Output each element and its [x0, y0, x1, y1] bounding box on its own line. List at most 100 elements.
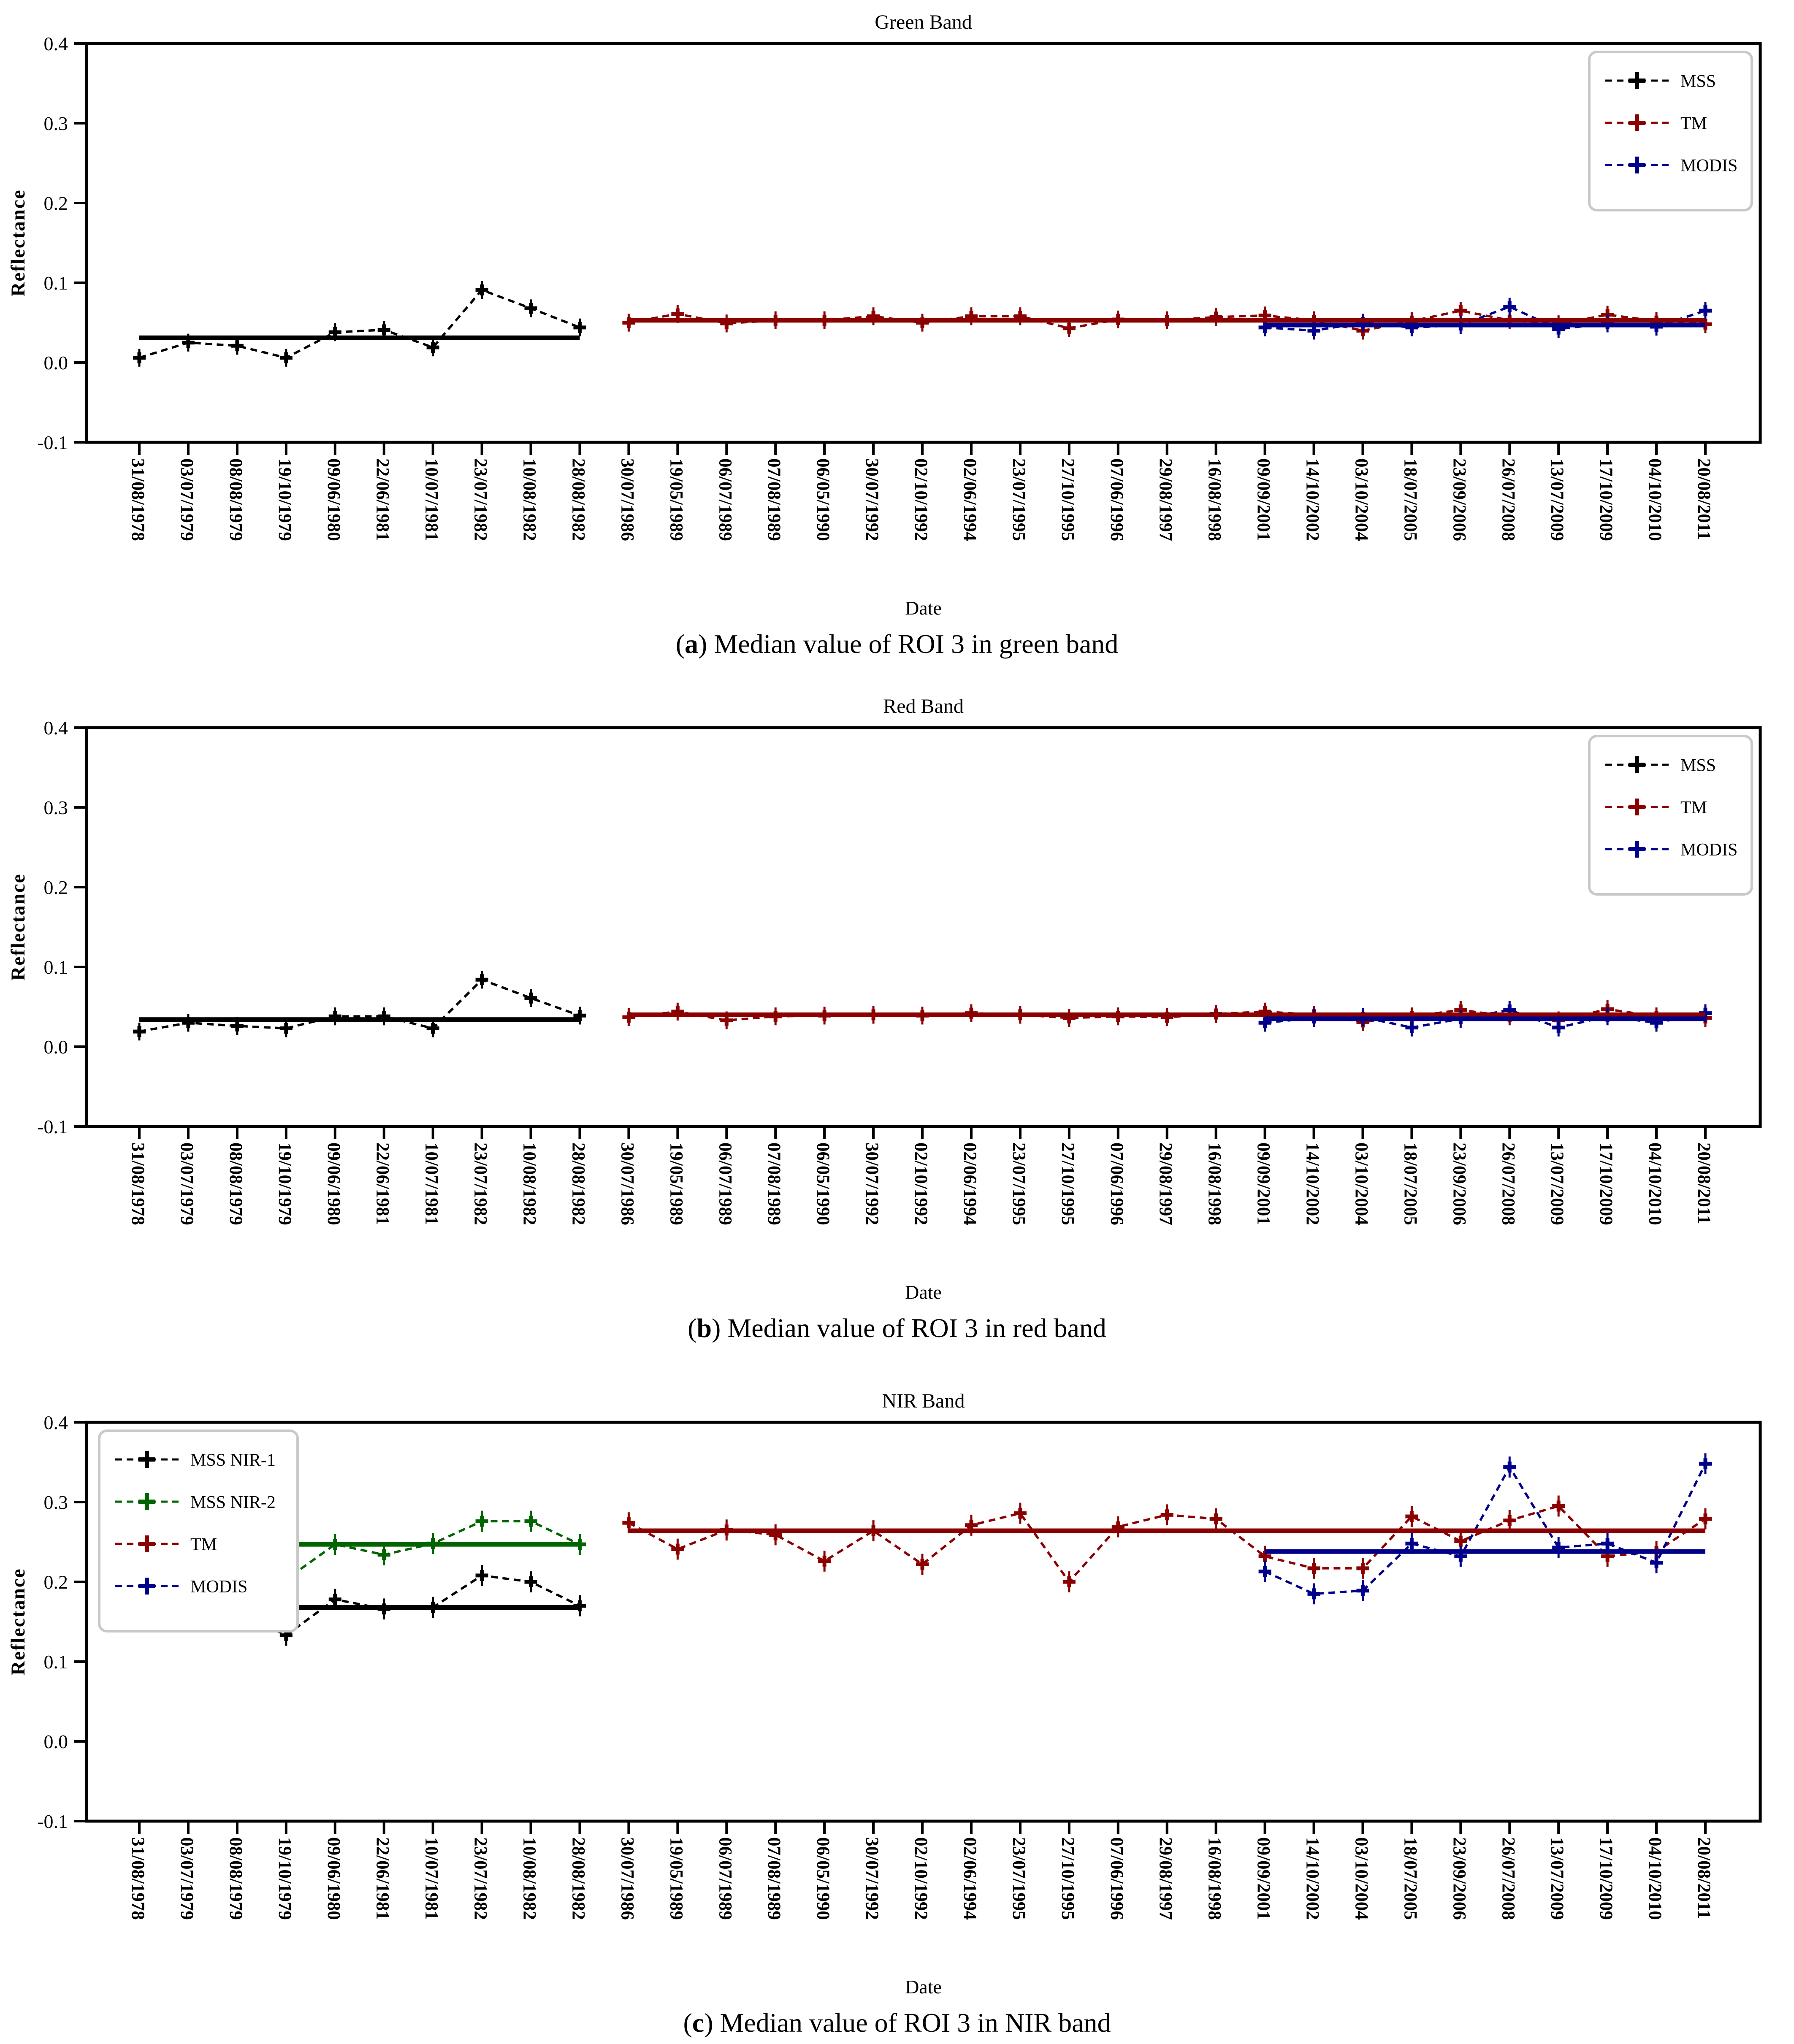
y-tick-label: 0.3 [44, 1492, 68, 1513]
x-axis-label: Date [905, 1976, 942, 1998]
legend-label: MODIS [190, 1577, 247, 1597]
x-tick-label: 30/07/1986 [617, 1142, 637, 1225]
x-tick-label: 08/08/1979 [226, 1142, 246, 1225]
x-tick-label: 09/09/2001 [1254, 458, 1274, 541]
y-tick-label: 0.1 [44, 1651, 68, 1673]
legend-label: MSS [1680, 72, 1716, 91]
x-tick-label: 18/07/2005 [1400, 1142, 1420, 1225]
x-tick-label: 06/07/1989 [715, 1142, 735, 1225]
x-tick-label: 14/10/2002 [1303, 458, 1322, 541]
x-axis-label: Date [905, 1281, 942, 1303]
x-tick-label: 08/08/1979 [226, 1837, 246, 1920]
plot-frame [85, 1421, 1762, 1823]
x-tick-label: 02/10/1992 [911, 1837, 931, 1920]
chart-b-caption: (b) Median value of ROI 3 in red band [0, 1308, 1794, 1348]
x-axis-label: Date [905, 597, 942, 619]
x-tick-label: 03/10/2004 [1351, 1142, 1371, 1225]
x-tick-label: 19/05/1989 [666, 458, 686, 541]
chart-b-plot: Red Band 0.4 0.3 0.2 0.1 0.0 -0.1 Reflectance 31… [7, 695, 1762, 1303]
chart-a-block: Green Band 0.4 0.3 0.2 0.1 0.0 -0.1 Reflectance… [0, 3, 1794, 664]
x-tick-label: 30/07/1992 [862, 458, 882, 541]
x-tick-label: 09/06/1980 [324, 458, 344, 541]
x-tick-label: 29/08/1997 [1156, 1837, 1176, 1920]
y-axis-label: Reflectance [7, 1568, 29, 1675]
series-mss [133, 281, 586, 367]
x-tick-label: 20/08/2011 [1694, 1837, 1714, 1919]
y-tick-label: 0.4 [44, 1412, 68, 1433]
x-tick-label: 28/08/1982 [568, 1837, 588, 1920]
x-tick-label: 22/06/1981 [373, 458, 393, 541]
x-tick-label: 30/07/1992 [862, 1837, 882, 1920]
legend-label: TM [1680, 798, 1707, 818]
y-tick-label: 0.3 [44, 113, 68, 134]
series-line [139, 288, 580, 359]
legend-label: MODIS [1680, 840, 1737, 860]
x-tick-label: 30/07/1986 [617, 1837, 637, 1920]
x-tick-label: 16/08/1998 [1205, 1142, 1225, 1225]
x-tick-label: 27/10/1995 [1058, 1142, 1078, 1225]
caption-a-text: Median value of ROI 3 in green band [714, 629, 1119, 659]
x-tick-label: 29/08/1997 [1156, 1142, 1176, 1225]
x-tick-label: 18/07/2005 [1400, 1837, 1420, 1920]
caption-a-paren-open: ( [675, 629, 685, 659]
chart-title: Red Band [883, 695, 964, 717]
x-tick-label: 10/08/1982 [520, 458, 539, 541]
x-tick-label: 22/06/1981 [373, 1142, 393, 1225]
legend-label: TM [1680, 114, 1707, 133]
x-tick-label: 20/08/2011 [1694, 458, 1714, 540]
legend-label: TM [190, 1535, 217, 1554]
x-tick-label: 23/07/1995 [1009, 1142, 1029, 1225]
x-tick-label: 03/10/2004 [1351, 458, 1371, 541]
y-axis-label: Reflectance [7, 189, 29, 296]
x-tick-label: 16/08/1998 [1205, 1837, 1225, 1920]
y-tick-label: -0.1 [37, 1116, 68, 1137]
x-tick-label: 09/09/2001 [1254, 1142, 1274, 1225]
caption-a-paren-close: ) [698, 629, 707, 659]
legend: MSS TM MODIS [1588, 51, 1753, 211]
legend-label: MSS NIR-1 [190, 1451, 276, 1470]
y-axis-label: Reflectance [7, 873, 29, 980]
chart-b-block: Red Band 0.4 0.3 0.2 0.1 0.0 -0.1 Reflectance 31… [0, 688, 1794, 1348]
x-tick-label: 19/10/1979 [275, 1837, 295, 1920]
x-tick-label: 19/10/1979 [275, 1142, 295, 1225]
x-tick-label: 10/08/1982 [520, 1837, 539, 1920]
x-tick-label: 14/10/2002 [1303, 1142, 1322, 1225]
caption-c-paren-open: ( [683, 2008, 692, 2038]
x-tick-label: 02/10/1992 [911, 458, 931, 541]
x-tick-label: 26/07/2008 [1498, 458, 1518, 541]
x-tick-label: 02/06/1994 [960, 1837, 980, 1920]
chart-a-plot: Green Band 0.4 0.3 0.2 0.1 0.0 -0.1 Reflectance… [7, 11, 1762, 619]
y-tick-label: 0.1 [44, 956, 68, 978]
x-tick-label: 02/06/1994 [960, 458, 980, 541]
x-tick-label: 13/07/2009 [1547, 1837, 1567, 1920]
x-tick-label: 04/10/2010 [1645, 458, 1665, 541]
caption-b-paren-open: ( [688, 1313, 697, 1343]
chart-c-plot: NIR Band 0.4 0.3 0.2 0.1 0.0 -0.1 Reflectance 31… [7, 1390, 1762, 1998]
y-tick-label: 0.0 [44, 352, 68, 374]
x-tick-label: 23/07/1995 [1009, 458, 1029, 541]
x-tick-label: 18/07/2005 [1400, 458, 1420, 541]
caption-b-paren-close: ) [712, 1313, 721, 1343]
x-tick-label: 10/07/1981 [422, 1142, 442, 1225]
x-tick-label: 23/09/2006 [1449, 1837, 1469, 1920]
x-tick-label: 16/08/1998 [1205, 458, 1225, 541]
x-tick-label: 04/10/2010 [1645, 1142, 1665, 1225]
x-tick-label: 14/10/2002 [1303, 1837, 1322, 1920]
chart-a-caption: (a) Median value of ROI 3 in green band [0, 624, 1794, 664]
x-tick-label: 09/06/1980 [324, 1837, 344, 1920]
x-tick-label: 17/10/2009 [1596, 1142, 1616, 1225]
x-tick-label: 08/08/1979 [226, 458, 246, 541]
y-tick-label: -0.1 [37, 1811, 68, 1832]
plot-frame [85, 726, 1762, 1128]
y-tick-label: 0.3 [44, 797, 68, 818]
x-tick-label: 07/06/1996 [1107, 1837, 1127, 1920]
x-tick-label: 10/07/1981 [422, 1837, 442, 1920]
y-tick-label: 0.4 [44, 717, 68, 739]
x-tick-label: 26/07/2008 [1498, 1837, 1518, 1920]
y-tick-label: 0.0 [44, 1036, 68, 1058]
x-tick-label: 31/08/1978 [128, 1142, 148, 1225]
y-tick-label: 0.2 [44, 1571, 68, 1593]
x-tick-label: 06/05/1990 [813, 1837, 833, 1920]
